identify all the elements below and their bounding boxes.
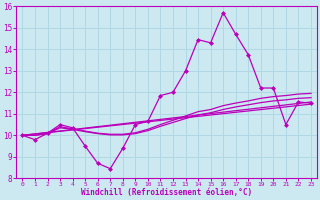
X-axis label: Windchill (Refroidissement éolien,°C): Windchill (Refroidissement éolien,°C) xyxy=(81,188,252,197)
